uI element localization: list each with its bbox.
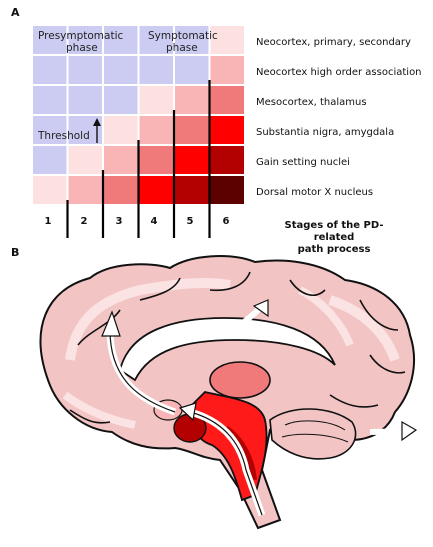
row-label-3: Mesocortex, thalamus bbox=[256, 97, 367, 108]
grid-cell bbox=[31, 174, 69, 206]
grid-cell bbox=[173, 84, 211, 116]
axis-title-line2: path process bbox=[297, 244, 371, 255]
presymptomatic-phase-label: Presymptomatic phase bbox=[38, 30, 123, 54]
grid-cell bbox=[137, 24, 175, 56]
grid-cell bbox=[102, 144, 140, 176]
spread-arrow-icon bbox=[101, 299, 418, 517]
stage-4: 4 bbox=[150, 216, 158, 227]
corpus-callosum-shape bbox=[118, 317, 336, 382]
row-label-4: Substantia nigra, amygdala bbox=[256, 127, 395, 138]
presymptomatic-line1: Presymptomatic bbox=[38, 30, 124, 42]
stage-6: 6 bbox=[222, 216, 230, 227]
symptomatic-line2: phase bbox=[166, 42, 198, 54]
stage-3: 3 bbox=[115, 216, 123, 227]
symptomatic-phase-label: Symptomatic phase bbox=[148, 30, 218, 54]
grid-cell bbox=[66, 54, 104, 86]
row-label-6: Dorsal motor X nucleus bbox=[256, 187, 374, 198]
grid-cell bbox=[208, 24, 246, 56]
grid-cell bbox=[173, 144, 211, 176]
threshold-label: Threshold bbox=[38, 130, 90, 142]
stage-1: 1 bbox=[44, 216, 52, 227]
symptomatic-line1: Symptomatic bbox=[148, 30, 218, 42]
grid-cell bbox=[137, 114, 175, 146]
grid-cell bbox=[208, 54, 246, 86]
row-label-2: Neocortex high order association bbox=[256, 67, 422, 78]
thalamus-shape bbox=[209, 361, 271, 399]
stage-2: 2 bbox=[80, 216, 88, 227]
threshold-arrow-icon bbox=[93, 118, 101, 143]
grid-cell bbox=[208, 84, 246, 116]
cerebellum-shape bbox=[269, 408, 357, 460]
row-label-1: Neocortex, primary, secondary bbox=[256, 37, 411, 48]
panel-a-letter: A bbox=[11, 6, 20, 19]
panel-b-letter: B bbox=[11, 246, 20, 259]
stages-grid bbox=[31, 24, 246, 238]
axis-title-line1: Stages of the PD-related bbox=[284, 220, 384, 243]
presymptomatic-line2: phase bbox=[66, 42, 98, 54]
stages-axis-title: Stages of the PD-related path process bbox=[270, 220, 398, 256]
grid-cell bbox=[208, 174, 246, 206]
stage-5: 5 bbox=[186, 216, 194, 227]
row-label-5: Gain setting nuclei bbox=[256, 157, 350, 168]
